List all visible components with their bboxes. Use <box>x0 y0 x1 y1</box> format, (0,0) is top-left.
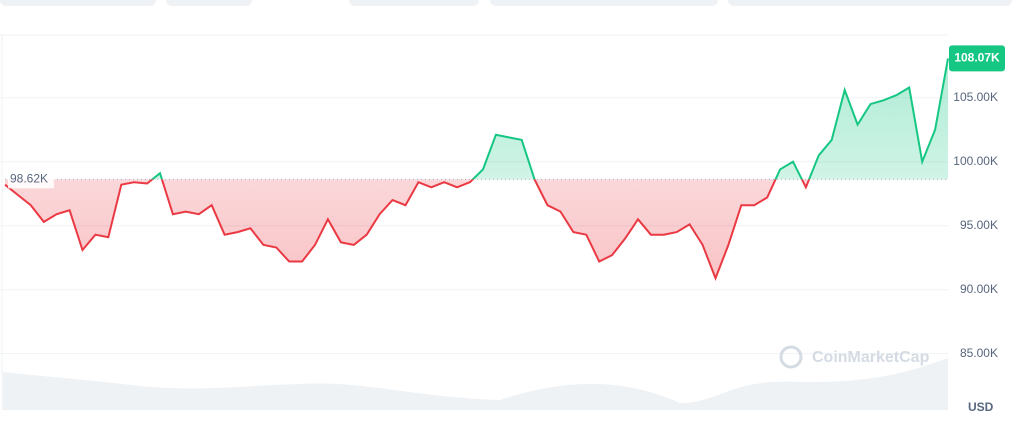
area-up <box>152 58 948 180</box>
last-price-label: 108.07K <box>954 51 1000 65</box>
tab-button[interactable] <box>349 0 479 6</box>
tab-button[interactable] <box>728 0 1012 6</box>
y-tick-label: 95.00K <box>960 218 998 232</box>
tab-button[interactable] <box>166 0 252 6</box>
price-line-down <box>4 179 811 281</box>
tab-button[interactable] <box>0 0 156 6</box>
area-down <box>5 179 948 279</box>
y-tick-label: 105.00K <box>953 90 998 104</box>
price-line-up <box>150 58 949 180</box>
baseline-label: 98.62K <box>10 172 48 186</box>
tab-button[interactable] <box>490 0 718 6</box>
unit-label: USD <box>968 400 994 414</box>
watermark-logo <box>779 345 803 369</box>
last-price-tag <box>949 45 1005 72</box>
y-tick-label: 90.00K <box>960 282 998 296</box>
y-tick-label: 100.00K <box>953 154 998 168</box>
watermark: CoinMarketCap <box>812 349 930 366</box>
plot <box>0 58 949 355</box>
volume-area <box>3 358 948 410</box>
y-tick-label: 85.00K <box>960 346 998 360</box>
baseline-label-bg <box>8 170 54 189</box>
